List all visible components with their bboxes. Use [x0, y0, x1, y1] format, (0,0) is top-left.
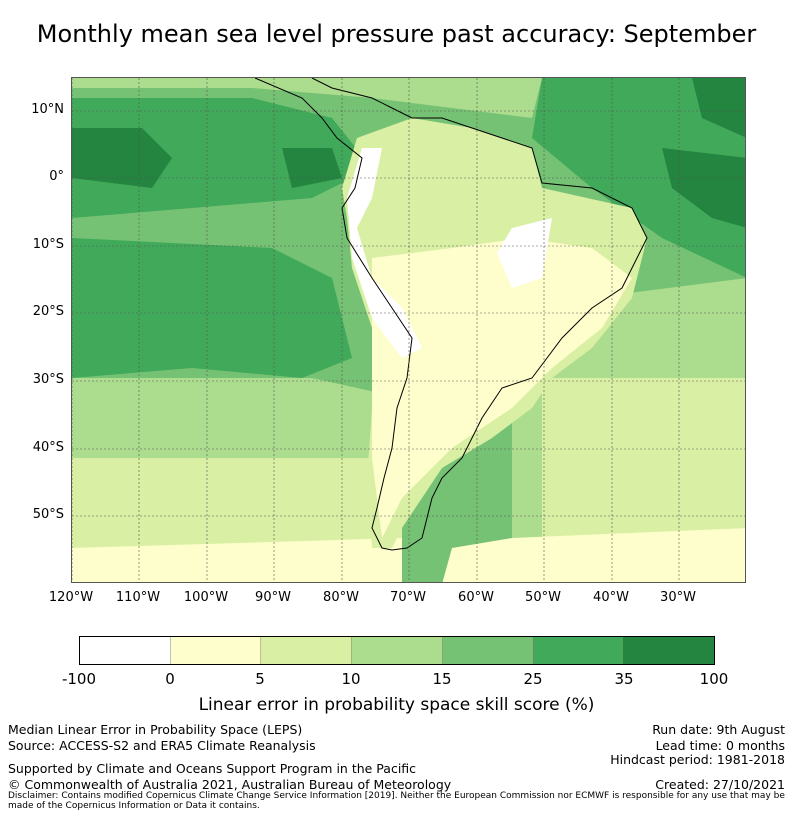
colorbar-tick: 0 [165, 670, 175, 688]
lon-label: 70°W [390, 590, 426, 605]
dark-band [72, 98, 372, 218]
darkest-patch [72, 128, 172, 188]
colorbar-segment [442, 637, 534, 664]
low-skill-zone [347, 148, 422, 358]
map-canvas [72, 78, 745, 582]
colorbar-segment [352, 637, 443, 664]
hindcast-period: Hindcast period: 1981-2018 [610, 752, 785, 767]
colorbar-tick: 25 [523, 670, 543, 688]
colorbar-tick: 100 [699, 670, 729, 688]
lon-label: 100°W [183, 590, 229, 605]
method-text: Median Linear Error in Probability Space… [8, 722, 303, 737]
disclaimer: Disclaimer: Contains modified Copernicus… [8, 791, 785, 811]
lon-label: 60°W [458, 590, 494, 605]
lon-label: 110°W [115, 590, 161, 605]
lat-label: 10°N [31, 102, 64, 117]
darkest-patch [692, 78, 745, 138]
colorbar-segment [80, 637, 171, 664]
colorbar-tick: 35 [614, 670, 634, 688]
southern-band [72, 538, 402, 582]
colorbar [79, 636, 715, 665]
lon-label: 30°W [660, 590, 696, 605]
colorbar-segment [261, 637, 353, 664]
coastline [254, 78, 648, 551]
lon-label: 80°W [323, 590, 359, 605]
lat-label: 20°S [32, 304, 64, 319]
dark-band [72, 238, 352, 378]
colorbar-segment [624, 637, 715, 664]
lat-label: 50°S [32, 507, 64, 522]
continent-field [442, 538, 532, 582]
created-date: Created: 27/10/2021 [655, 777, 785, 792]
lead-time: Lead time: 0 months [655, 738, 785, 753]
copyright-text: © Commonwealth of Australia 2021, Austra… [8, 777, 452, 792]
lat-label: 40°S [32, 440, 64, 455]
lon-label: 50°W [525, 590, 561, 605]
chart-title: Monthly mean sea level pressure past acc… [36, 20, 757, 48]
colorbar-tick: 5 [255, 670, 265, 688]
atlantic-band [512, 528, 745, 582]
colorbar-tick: 15 [432, 670, 452, 688]
light-band [72, 78, 542, 118]
colorbar-segment [533, 637, 625, 664]
lon-label: 120°W [48, 590, 94, 605]
colorbar-tick: 10 [341, 670, 361, 688]
colorbar-tick: -100 [61, 670, 97, 688]
darkest-patch [662, 148, 745, 228]
lon-label: 90°W [255, 590, 291, 605]
support-text: Supported by Climate and Oceans Support … [8, 761, 417, 776]
lat-label: 30°S [32, 372, 64, 387]
lat-label: 10°S [32, 237, 64, 252]
low-skill-zone [497, 218, 552, 288]
source-text: Source: ACCESS-S2 and ERA5 Climate Reana… [8, 738, 316, 753]
skill-score-map [71, 77, 746, 583]
colorbar-label: Linear error in probability space skill … [198, 695, 595, 715]
lon-label: 40°W [593, 590, 629, 605]
lat-label: 0° [49, 169, 64, 184]
colorbar-segment [170, 637, 262, 664]
dark-band [532, 78, 745, 278]
gridlines [72, 78, 745, 582]
run-date: Run date: 9th August [652, 722, 785, 737]
